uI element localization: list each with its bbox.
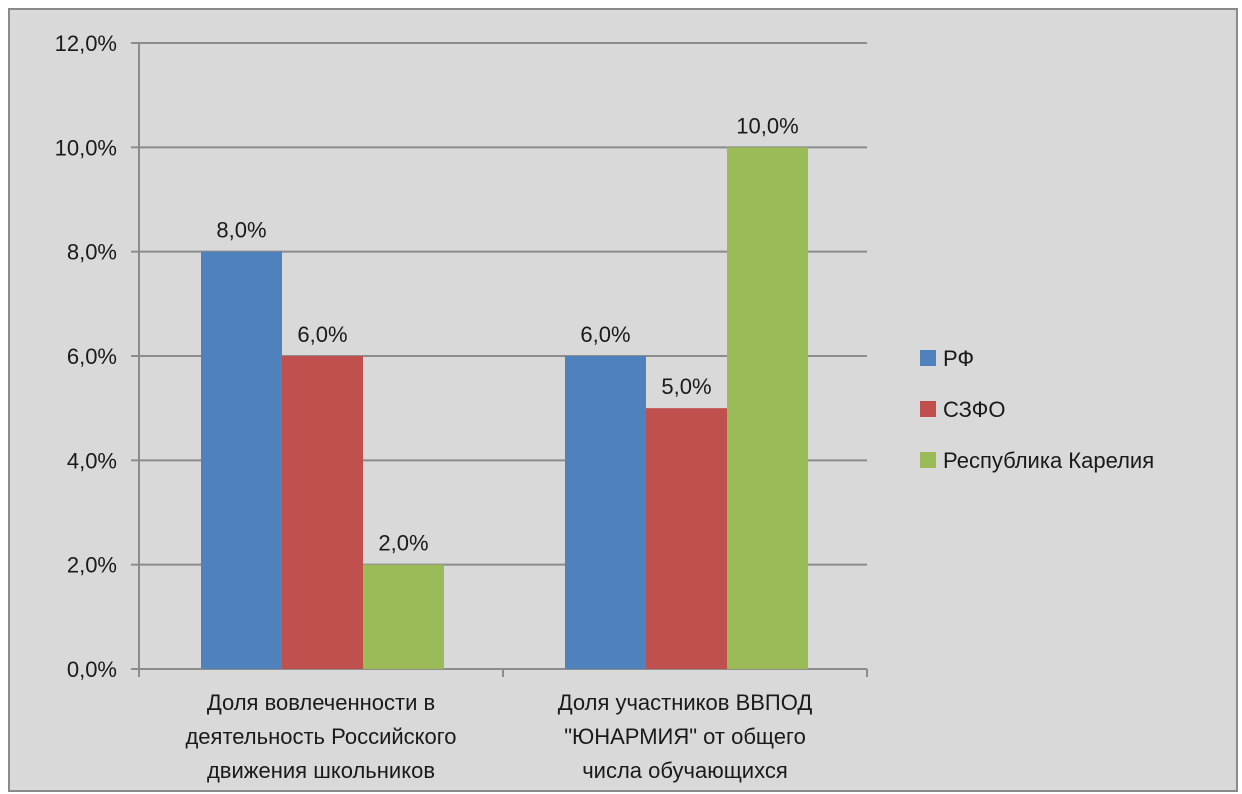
bar: [282, 356, 363, 669]
bar: [565, 356, 646, 669]
data-label: 8,0%: [216, 218, 266, 243]
data-label: 10,0%: [736, 113, 798, 138]
x-category-label: движения школьников: [207, 758, 435, 783]
y-tick-label: 4,0%: [67, 448, 117, 473]
data-label: 5,0%: [661, 374, 711, 399]
x-category-label: "ЮНАРМИЯ" от общего: [564, 724, 806, 749]
x-category-label: Доля вовлеченности в: [207, 690, 435, 715]
x-category-label: деятельность Российского: [185, 724, 456, 749]
y-tick-label: 6,0%: [67, 344, 117, 369]
bar: [646, 408, 727, 669]
y-tick-label: 12,0%: [55, 31, 117, 56]
legend-label: СЗФО: [943, 397, 1006, 422]
data-label: 6,0%: [580, 322, 630, 347]
y-tick-label: 0,0%: [67, 657, 117, 682]
bar-chart: 0,0% 2,0% 4,0% 6,0% 8,0% 10,0% 12,0% 8,0% 6,0% 6,…: [55, 31, 1155, 783]
bar: [363, 564, 444, 669]
data-label: 6,0%: [297, 322, 347, 347]
y-tick-label: 8,0%: [67, 240, 117, 265]
legend-swatch: [920, 401, 936, 417]
y-tick-label: 2,0%: [67, 553, 117, 578]
x-category-label: Доля участников ВВПОД: [558, 690, 813, 715]
x-category-label: числа обучающихся: [582, 758, 788, 783]
legend-swatch: [920, 350, 936, 366]
bar: [201, 251, 282, 669]
bar: [727, 147, 808, 670]
legend-swatch: [920, 452, 936, 468]
legend-label: РФ: [943, 346, 974, 371]
y-tick-label: 10,0%: [55, 135, 117, 160]
data-label: 2,0%: [378, 531, 428, 556]
chart-area: 0,0% 2,0% 4,0% 6,0% 8,0% 10,0% 12,0% 8,0% 6,0% 6,…: [8, 8, 1238, 792]
legend-label: Республика Карелия: [943, 448, 1154, 473]
